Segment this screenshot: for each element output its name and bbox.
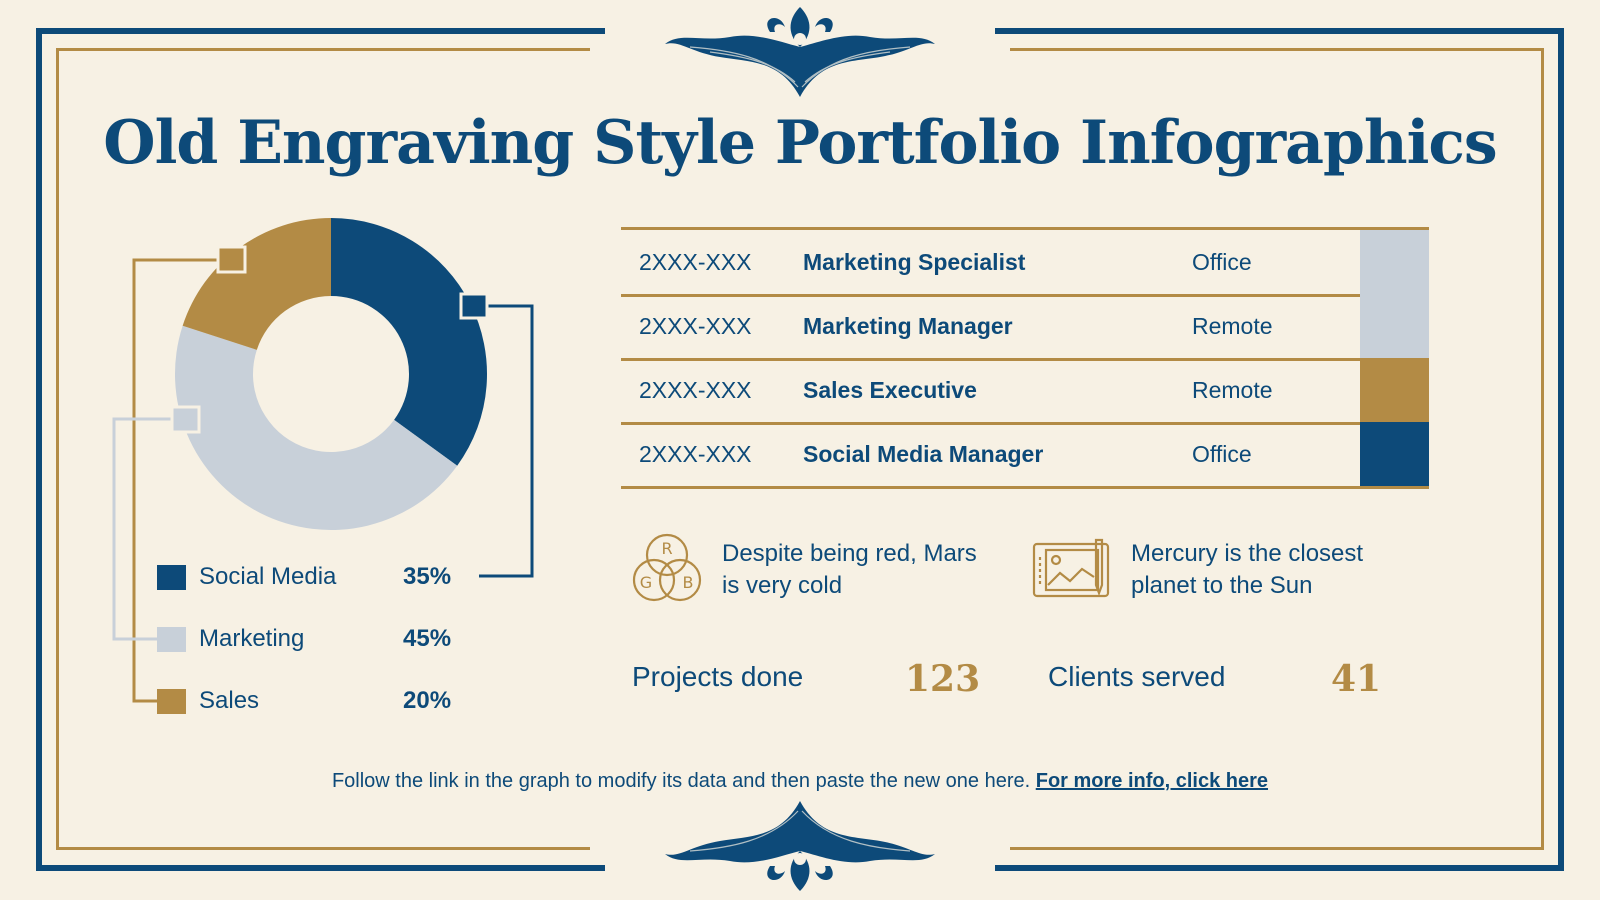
row-role: Social Media Manager [803, 440, 1044, 467]
table-top-border [621, 227, 1429, 230]
table-row: 2XXX-XXX Sales Executive Remote [621, 358, 1429, 425]
top-ornament-icon [665, 7, 935, 97]
marker-social-media [459, 292, 489, 320]
fact-mars: Despite being red, Mars is very cold [722, 538, 977, 602]
stat-value-projects: 123 [905, 658, 981, 700]
row-date: 2XXX-XXX [639, 440, 752, 467]
connector-social-media [479, 304, 534, 578]
row-location: Remote [1192, 312, 1273, 339]
marker-sales [216, 245, 247, 274]
svg-text:G: G [640, 573, 652, 592]
footer-note: Follow the link in the graph to modify i… [0, 770, 1600, 793]
legend-label: Marketing [199, 625, 305, 652]
svg-text:R: R [661, 539, 672, 558]
donut-chart [174, 218, 487, 530]
stat-label-clients: Clients served [1048, 661, 1226, 692]
row-date: 2XXX-XXX [639, 376, 752, 403]
legend-label: Social Media [199, 563, 337, 590]
fact-text: planet to the Sun [1131, 572, 1313, 599]
row-date: 2XXX-XXX [639, 248, 752, 275]
row-role: Marketing Specialist [803, 248, 1026, 275]
legend-item-marketing: Marketing 45% [157, 624, 451, 654]
legend-value: 45% [403, 625, 452, 652]
donut-slice-sales [182, 218, 331, 350]
connector-marketing [112, 417, 172, 641]
table-row: 2XXX-XXX Marketing Manager Remote [621, 294, 1429, 361]
legend-value: 35% [403, 563, 452, 590]
marker-marketing [170, 405, 201, 434]
row-color-swatch [1360, 230, 1429, 294]
table-row: 2XXX-XXX Social Media Manager Office [621, 422, 1429, 489]
svg-text:B: B [683, 573, 694, 592]
donut-slice-social-media [331, 218, 487, 466]
connector-sales [132, 258, 220, 703]
row-date: 2XXX-XXX [639, 312, 752, 339]
bottom-ornament-icon [665, 801, 935, 891]
legend-value: 20% [403, 687, 452, 714]
stat-value-clients: 41 [1331, 658, 1382, 700]
page-title: Old Engraving Style Portfolio Infographi… [103, 108, 1497, 178]
legend-swatch [157, 688, 186, 714]
legend-label: Sales [199, 687, 260, 714]
stat-label-projects: Projects done [632, 661, 804, 692]
fact-text: Despite being red, Mars [722, 540, 977, 567]
table-row: 2XXX-XXX Marketing Specialist Office [621, 230, 1429, 297]
row-role: Sales Executive [803, 376, 977, 403]
fact-mercury: Mercury is the closest planet to the Sun [1131, 538, 1363, 602]
row-color-swatch [1360, 294, 1429, 358]
rgb-circles-icon: R G B [632, 533, 702, 602]
row-location: Office [1192, 248, 1252, 275]
donut-slice-marketing [174, 325, 458, 530]
row-color-swatch [1360, 358, 1429, 422]
chart-connectors [112, 245, 534, 703]
legend-swatch [157, 564, 186, 590]
drawing-tablet-icon [1032, 538, 1110, 598]
row-color-swatch [1360, 422, 1429, 486]
fact-text: Mercury is the closest [1131, 540, 1364, 567]
legend-swatch [157, 626, 186, 652]
more-info-link[interactable]: For more info, click here [1035, 770, 1269, 792]
row-location: Office [1192, 440, 1252, 467]
footer-text: Follow the link in the graph to modify i… [331, 770, 1036, 792]
fact-text: is very cold [722, 572, 843, 599]
legend-item-social-media: Social Media 35% [157, 562, 451, 592]
row-location: Remote [1192, 376, 1273, 403]
legend-item-sales: Sales 20% [157, 686, 451, 716]
row-role: Marketing Manager [803, 312, 1013, 339]
